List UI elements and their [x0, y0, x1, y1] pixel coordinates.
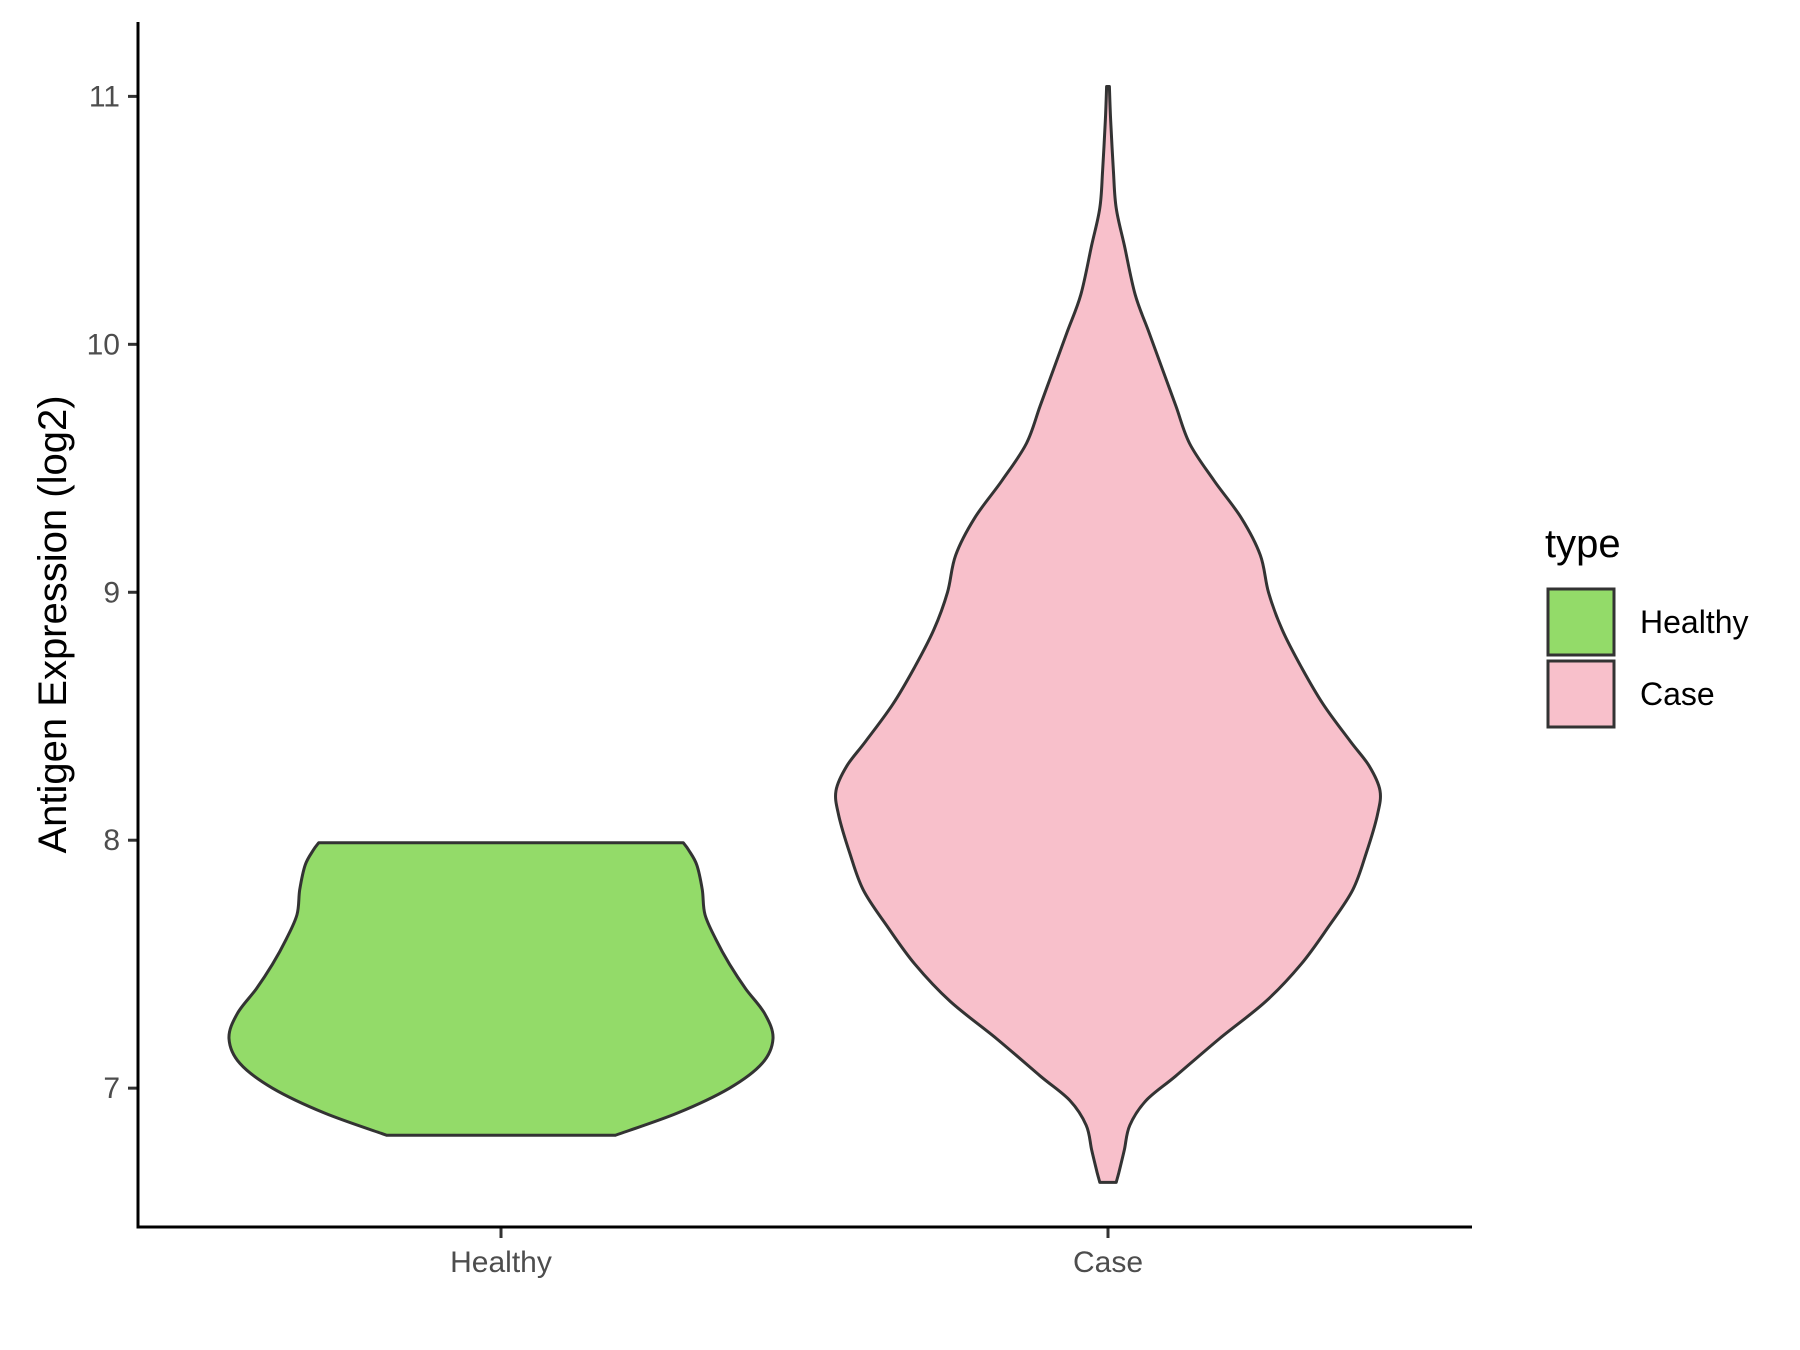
x-tick-label: Healthy — [450, 1246, 552, 1279]
legend-label-case: Case — [1640, 676, 1715, 712]
violins — [227, 85, 1382, 1184]
violin-case — [834, 85, 1382, 1184]
legend: type Healthy Case — [1545, 522, 1749, 729]
y-axis-title: Antigen Expression (log2) — [31, 395, 75, 853]
x-axis-ticks: Healthy Case — [450, 1227, 1143, 1279]
y-tick-label: 11 — [89, 80, 120, 113]
y-tick-label: 9 — [103, 576, 120, 609]
violin-healthy — [227, 841, 775, 1137]
legend-title: type — [1545, 522, 1621, 566]
legend-swatch-healthy — [1546, 587, 1616, 657]
legend-label-healthy: Healthy — [1640, 604, 1749, 640]
x-tick-label: Case — [1073, 1246, 1143, 1279]
legend-entries: Healthy Case — [1546, 587, 1749, 729]
y-tick-label: 8 — [103, 824, 120, 857]
legend-swatch-case — [1546, 659, 1616, 729]
y-axis-ticks: 7 8 9 10 11 — [87, 80, 138, 1105]
y-tick-label: 10 — [87, 328, 120, 361]
plot-area: 7 8 9 10 11 Healthy Case — [87, 22, 1472, 1279]
y-tick-label: 7 — [103, 1072, 120, 1105]
